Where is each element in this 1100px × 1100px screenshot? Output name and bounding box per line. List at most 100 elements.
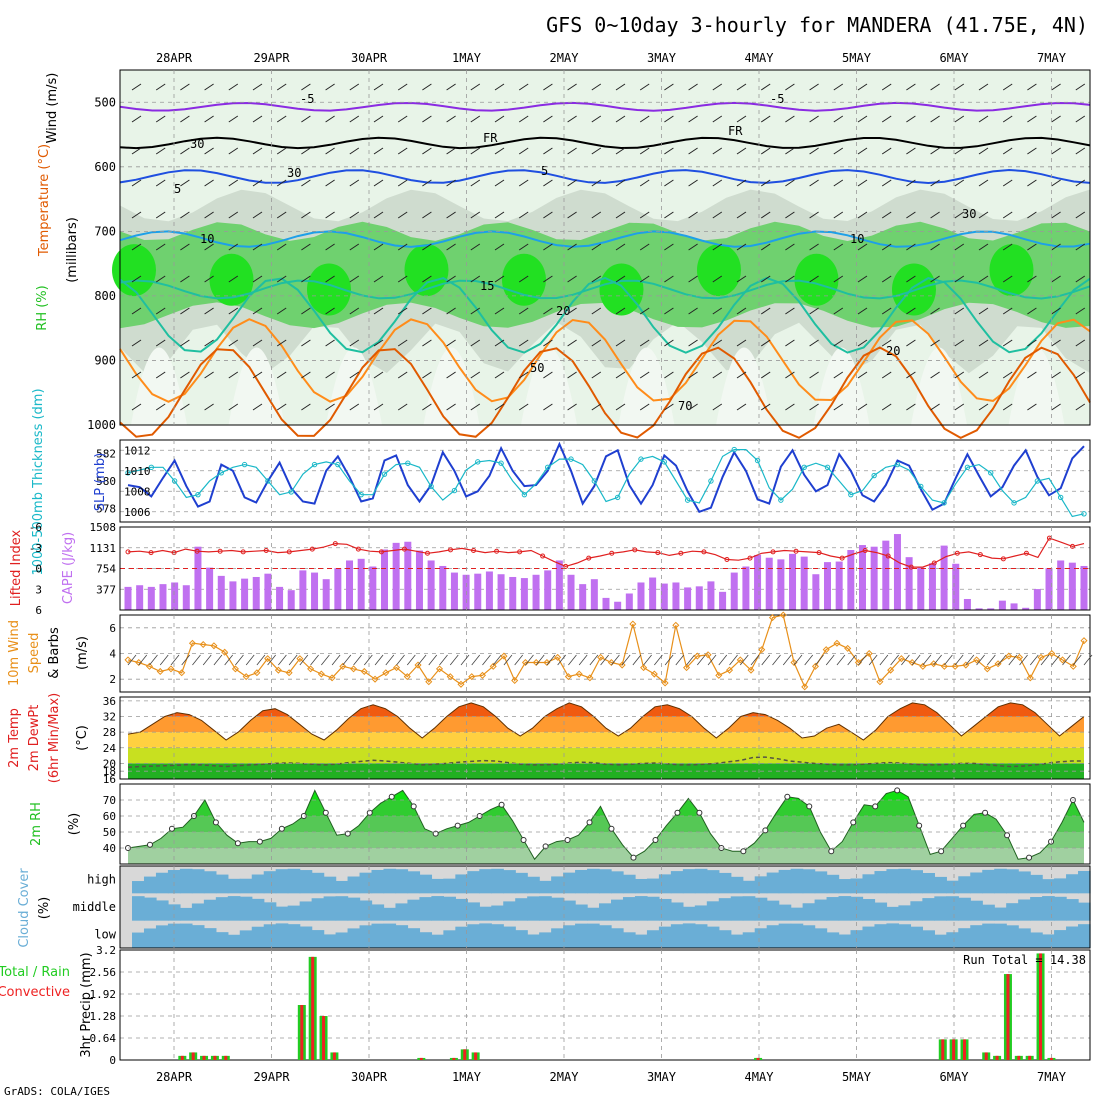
wind10-point — [650, 670, 658, 678]
cloud-bar — [682, 923, 696, 948]
wind-barb — [1051, 179, 1061, 187]
bottom-date-label: 3MAY — [647, 1070, 677, 1084]
wind-barb — [397, 307, 408, 315]
dry-plume — [618, 347, 675, 425]
rh-point — [498, 801, 505, 808]
temp-tick-label: 32 — [103, 711, 116, 724]
wind-barb — [954, 339, 965, 347]
wind-barb — [397, 115, 408, 123]
thickness-point — [1011, 500, 1017, 506]
wind10-barb — [213, 654, 223, 666]
precip-convective-bar — [941, 1039, 945, 1060]
wind10-point — [274, 666, 282, 674]
cape-bar — [812, 574, 820, 610]
rh-point — [894, 787, 901, 794]
wind-barb — [325, 307, 335, 315]
wind10-point — [489, 662, 497, 670]
wind10-barb — [396, 654, 405, 666]
rh-point — [234, 840, 241, 847]
wind-barb — [543, 83, 553, 91]
wind10-point — [393, 664, 401, 672]
cloud-bar — [766, 925, 780, 948]
cape-bar — [1033, 589, 1041, 610]
wind10-point — [532, 658, 540, 667]
wind-barb — [494, 403, 505, 411]
thickness-point — [381, 471, 388, 477]
wind-barb — [180, 403, 190, 411]
contour-label: 30 — [962, 207, 976, 221]
wind10-barb — [192, 654, 201, 666]
wind-barb — [228, 83, 239, 91]
wind-barb — [1027, 275, 1037, 283]
wind-barb — [954, 179, 965, 187]
cloud-bar — [611, 899, 624, 921]
wind10-barb — [568, 654, 577, 666]
cloud-bar — [155, 872, 169, 894]
cloud-bar — [898, 868, 912, 894]
wind10-barb — [987, 654, 996, 666]
wind-barb — [978, 115, 989, 123]
cloud-bar — [790, 868, 804, 894]
cloud-bar — [203, 899, 217, 921]
thickness-point — [311, 461, 318, 468]
wind10-barb — [417, 654, 427, 666]
wind-axis-label: Wind (m/s) — [45, 73, 60, 144]
wind10-barb — [739, 654, 749, 666]
rh-point — [1026, 854, 1033, 861]
cloud-bar — [958, 876, 971, 894]
cloud-bar — [694, 905, 708, 921]
top-date-label: 1MAY — [452, 51, 482, 65]
wind-barb — [591, 403, 602, 411]
precip-tick-label: 3.2 — [96, 944, 116, 957]
wind10-point — [865, 649, 873, 658]
cloud-bar — [982, 869, 995, 894]
wind10-point — [360, 667, 368, 676]
wind-barb — [397, 275, 408, 283]
contour-label: 70 — [678, 399, 692, 413]
rh-point — [630, 854, 637, 861]
bottom-date-axis: 28APR 29APR 30APR 1MAY 2MAY 3MAY 4MAY 5MAY 6MAY 7… — [156, 1070, 1067, 1084]
wind-barb — [712, 339, 723, 347]
wind-barb — [518, 211, 529, 219]
wind-barb — [1051, 83, 1061, 91]
wind-barb — [615, 179, 626, 187]
wind-barb — [131, 275, 142, 283]
wind-barb — [1075, 211, 1086, 219]
wind-barb — [228, 147, 239, 155]
li-point — [240, 549, 246, 555]
wind-barb — [881, 307, 892, 315]
cloud-bar — [646, 896, 660, 921]
wind10-point — [371, 675, 379, 683]
cloud-bar — [790, 907, 804, 921]
wind-barb — [1075, 339, 1086, 347]
bottom-date-label: 28APR — [156, 1070, 193, 1084]
wind10-barb — [890, 654, 899, 666]
cape-bar — [1068, 562, 1076, 610]
rh-point — [960, 822, 967, 829]
wind10-barb — [965, 654, 975, 666]
rh-point — [410, 803, 417, 810]
thickness-point — [428, 483, 434, 490]
cloud-bar — [958, 897, 971, 921]
wind-barb — [567, 243, 577, 251]
wind-barb — [664, 211, 674, 219]
cloud-bar — [706, 870, 720, 894]
cloud-bar — [263, 871, 277, 894]
wind10-barb — [815, 654, 824, 666]
wind10-point — [833, 639, 841, 647]
contour-label: 10 — [200, 232, 214, 246]
thickness-point — [125, 470, 131, 476]
wind-barb — [954, 115, 965, 123]
wind-barb — [906, 179, 916, 187]
wind-barb — [978, 307, 989, 315]
wind10-barb — [267, 654, 276, 666]
wind-barb — [397, 83, 408, 91]
cloud-bar — [898, 924, 912, 948]
rh-point — [256, 838, 263, 845]
wind-barb — [1051, 147, 1061, 155]
wind-barb — [180, 147, 190, 155]
wind-barb — [567, 83, 577, 91]
precip-tick-label: 0.64 — [90, 1032, 117, 1045]
li-point — [586, 555, 592, 561]
wind-barb — [615, 275, 626, 283]
